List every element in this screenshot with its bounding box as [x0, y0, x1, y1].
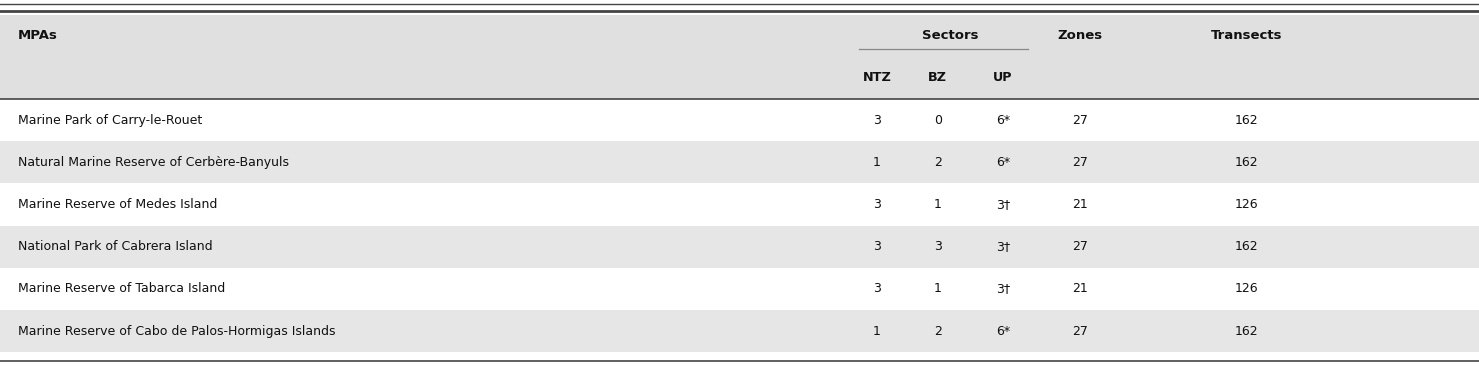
Text: 2: 2: [933, 156, 942, 169]
Text: Marine Reserve of Medes Island: Marine Reserve of Medes Island: [18, 198, 217, 211]
Text: 126: 126: [1235, 282, 1259, 296]
Text: Marine Reserve of Cabo de Palos-Hormigas Islands: Marine Reserve of Cabo de Palos-Hormigas…: [18, 325, 336, 337]
Bar: [0, 184, 1479, 226]
Text: 2: 2: [933, 325, 942, 337]
Bar: [0, 226, 1479, 268]
Text: 3†: 3†: [995, 282, 1010, 296]
Text: 27: 27: [1072, 240, 1087, 253]
Text: 1: 1: [873, 156, 881, 169]
Text: UP: UP: [992, 71, 1013, 85]
Bar: [0, 15, 1479, 99]
Text: 162: 162: [1235, 156, 1259, 169]
Text: 1: 1: [933, 282, 942, 296]
Text: 6*: 6*: [995, 114, 1010, 127]
Text: 6*: 6*: [995, 325, 1010, 337]
Bar: [0, 99, 1479, 141]
Text: 3: 3: [873, 282, 881, 296]
Text: Marine Park of Carry-le-Rouet: Marine Park of Carry-le-Rouet: [18, 114, 203, 127]
Text: BZ: BZ: [929, 71, 947, 85]
Text: 27: 27: [1072, 156, 1087, 169]
Text: 162: 162: [1235, 240, 1259, 253]
Text: Natural Marine Reserve of Cerbère-Banyuls: Natural Marine Reserve of Cerbère-Banyul…: [18, 156, 288, 169]
Bar: [0, 268, 1479, 310]
Text: 3: 3: [873, 240, 881, 253]
Text: 1: 1: [933, 198, 942, 211]
Text: 3†: 3†: [995, 240, 1010, 253]
Text: 0: 0: [933, 114, 942, 127]
Text: 27: 27: [1072, 325, 1087, 337]
Text: 3: 3: [933, 240, 942, 253]
Text: 126: 126: [1235, 198, 1259, 211]
Text: 162: 162: [1235, 114, 1259, 127]
Text: 3: 3: [873, 114, 881, 127]
Text: Transects: Transects: [1211, 29, 1282, 42]
Text: 6*: 6*: [995, 156, 1010, 169]
Text: 27: 27: [1072, 114, 1087, 127]
Text: National Park of Cabrera Island: National Park of Cabrera Island: [18, 240, 213, 253]
Bar: [0, 141, 1479, 184]
Text: Marine Reserve of Tabarca Island: Marine Reserve of Tabarca Island: [18, 282, 225, 296]
Text: Sectors: Sectors: [921, 29, 979, 42]
Text: 162: 162: [1235, 325, 1259, 337]
Text: 21: 21: [1072, 198, 1087, 211]
Text: Zones: Zones: [1057, 29, 1102, 42]
Text: 21: 21: [1072, 282, 1087, 296]
Text: 3†: 3†: [995, 198, 1010, 211]
Text: NTZ: NTZ: [862, 71, 892, 85]
Text: MPAs: MPAs: [18, 29, 58, 42]
Text: 1: 1: [873, 325, 881, 337]
Text: 3: 3: [873, 198, 881, 211]
Bar: [0, 310, 1479, 352]
